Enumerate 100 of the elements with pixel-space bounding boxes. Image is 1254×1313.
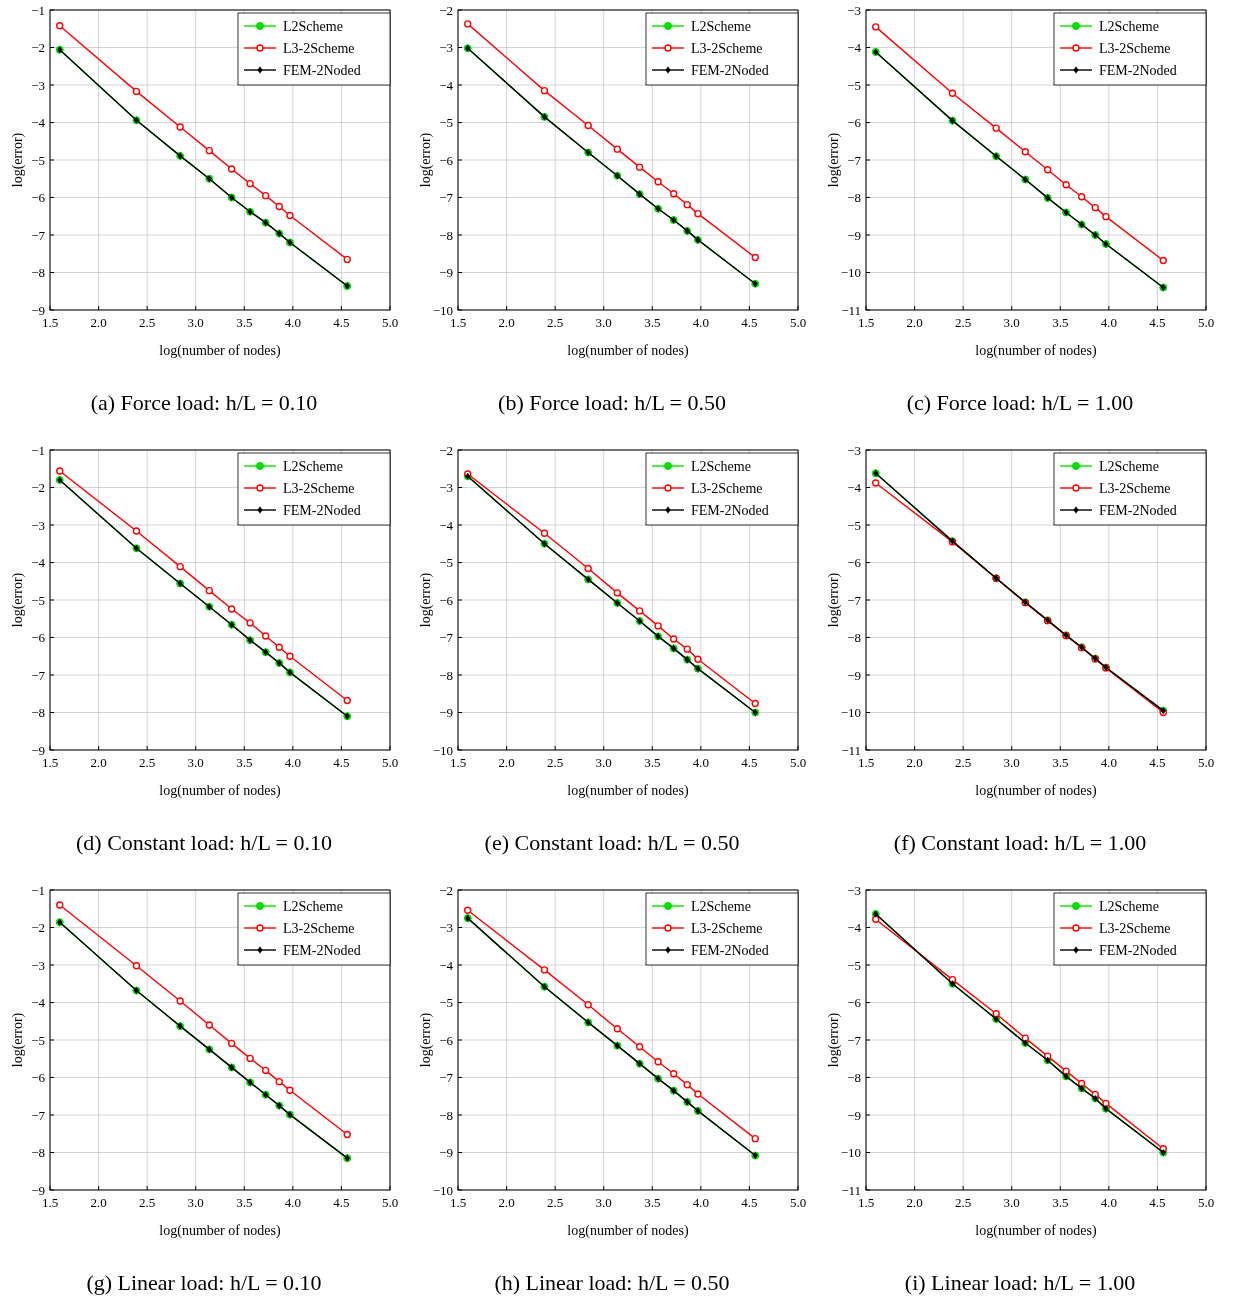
y-tick-label: −5 bbox=[847, 957, 861, 973]
y-axis-title: log(error) bbox=[418, 132, 434, 188]
y-tick-label: −5 bbox=[31, 1032, 45, 1048]
y-tick-label: −4 bbox=[439, 77, 454, 93]
y-tick-label: −10 bbox=[432, 742, 453, 758]
y-tick-label: −5 bbox=[31, 152, 45, 168]
x-tick-label: 3.5 bbox=[1052, 1195, 1069, 1210]
x-tick-label: 2.5 bbox=[547, 755, 564, 770]
legend-label: FEM-2Noded bbox=[283, 503, 361, 518]
y-tick-label: −8 bbox=[31, 705, 45, 720]
y-axis-title: log(error) bbox=[10, 132, 26, 188]
text: (c) Force load: h/L = 1.00 bbox=[906, 390, 1134, 415]
x-tick-label: 1.5 bbox=[857, 755, 875, 770]
y-tick-label: −8 bbox=[31, 265, 45, 280]
y-tick-label: −6 bbox=[439, 592, 454, 608]
x-tick-label: 2.0 bbox=[498, 315, 515, 330]
y-tick-label: −2 bbox=[439, 442, 453, 458]
legend-label: L2Scheme bbox=[691, 459, 751, 474]
x-tick-label: 5.0 bbox=[381, 755, 399, 770]
y-axis-title: log(error) bbox=[10, 572, 26, 628]
y-tick-label: −8 bbox=[847, 630, 861, 645]
y-tick-label: −6 bbox=[847, 555, 862, 570]
y-tick-label: −10 bbox=[840, 705, 861, 720]
x-tick-label: 1.5 bbox=[857, 315, 875, 330]
legend-label: L2Scheme bbox=[1099, 459, 1159, 474]
x-tick-label: 3.5 bbox=[236, 755, 253, 770]
y-tick-label: −10 bbox=[840, 265, 861, 280]
y-tick-label: −6 bbox=[847, 995, 862, 1010]
y-tick-label: −8 bbox=[847, 190, 861, 205]
x-tick-label: 4.0 bbox=[692, 755, 709, 770]
legend-label: L3-2Scheme bbox=[1099, 921, 1171, 936]
y-tick-label: −1 bbox=[31, 2, 45, 18]
y-tick-label: −3 bbox=[847, 882, 861, 898]
text: (a) Force load: h/L = 0.10 bbox=[90, 390, 318, 415]
x-tick-label: 2.5 bbox=[955, 755, 972, 770]
x-tick-label: 3.5 bbox=[236, 1195, 253, 1210]
legend-label: L2Scheme bbox=[283, 899, 343, 914]
x-tick-label: 3.0 bbox=[187, 755, 204, 770]
y-tick-label: −11 bbox=[841, 302, 861, 318]
x-tick-label: 1.5 bbox=[41, 1195, 59, 1210]
y-tick-label: −7 bbox=[31, 227, 46, 243]
x-tick-label: 5.0 bbox=[1197, 755, 1215, 770]
legend-label: FEM-2Noded bbox=[691, 63, 769, 78]
y-tick-label: −4 bbox=[31, 555, 46, 570]
x-tick-label: 4.0 bbox=[284, 755, 301, 770]
y-tick-label: −9 bbox=[439, 1145, 453, 1160]
text: (i) Linear load: h/L = 1.00 bbox=[904, 1270, 1136, 1295]
y-tick-label: −7 bbox=[439, 1070, 454, 1085]
legend-label: L3-2Scheme bbox=[283, 481, 355, 496]
y-tick-label: −7 bbox=[31, 1107, 46, 1123]
x-axis-title: log(number of nodes) bbox=[567, 783, 689, 799]
y-tick-label: −9 bbox=[31, 1182, 45, 1198]
text: (g) Linear load: h/L = 0.10 bbox=[86, 1270, 322, 1295]
y-tick-label: −7 bbox=[847, 1032, 862, 1048]
text: (b) Force load: h/L = 0.50 bbox=[498, 390, 726, 415]
legend-label: FEM-2Noded bbox=[691, 503, 769, 518]
x-tick-label: 3.0 bbox=[1003, 315, 1020, 330]
legend-label: FEM-2Noded bbox=[283, 943, 361, 958]
x-axis-title: log(number of nodes) bbox=[159, 783, 281, 799]
x-tick-label: 5.0 bbox=[789, 755, 807, 770]
y-tick-label: −4 bbox=[31, 995, 46, 1010]
y-tick-label: −9 bbox=[439, 265, 453, 280]
y-tick-label: −3 bbox=[31, 77, 45, 93]
x-tick-label: 5.0 bbox=[1197, 1195, 1215, 1210]
x-tick-label: 4.0 bbox=[692, 315, 709, 330]
y-tick-label: −3 bbox=[847, 442, 861, 458]
x-axis-title: log(number of nodes) bbox=[567, 1223, 689, 1239]
legend-label: L2Scheme bbox=[283, 19, 343, 34]
y-tick-label: −8 bbox=[847, 1070, 861, 1085]
x-tick-label: 4.0 bbox=[1100, 1195, 1117, 1210]
x-tick-label: 4.5 bbox=[333, 1195, 350, 1210]
legend-label: FEM-2Noded bbox=[691, 943, 769, 958]
y-tick-label: −8 bbox=[31, 1145, 45, 1160]
x-tick-label: 3.0 bbox=[1003, 755, 1020, 770]
y-tick-label: −8 bbox=[439, 667, 453, 683]
x-tick-label: 3.5 bbox=[644, 755, 661, 770]
x-tick-label: 3.0 bbox=[595, 315, 612, 330]
y-tick-label: −3 bbox=[31, 957, 45, 973]
text: (e) Constant load: h/L = 0.50 bbox=[484, 830, 740, 855]
y-tick-label: −3 bbox=[439, 480, 453, 495]
y-axis-title: log(error) bbox=[826, 132, 842, 188]
x-axis-title: log(number of nodes) bbox=[975, 783, 1097, 799]
y-tick-label: −8 bbox=[439, 1107, 453, 1123]
x-tick-label: 3.5 bbox=[644, 1195, 661, 1210]
y-tick-label: −3 bbox=[847, 2, 861, 18]
text: (f) Constant load: h/L = 1.00 bbox=[893, 830, 1147, 855]
x-axis-title: log(number of nodes) bbox=[975, 1223, 1097, 1239]
x-tick-label: 1.5 bbox=[41, 755, 59, 770]
y-tick-label: −7 bbox=[847, 592, 862, 608]
x-tick-label: 2.5 bbox=[139, 1195, 156, 1210]
y-tick-label: −9 bbox=[847, 227, 861, 243]
legend-label: FEM-2Noded bbox=[1099, 503, 1177, 518]
x-tick-label: 2.5 bbox=[139, 315, 156, 330]
legend-label: L2Scheme bbox=[1099, 19, 1159, 34]
x-tick-label: 3.5 bbox=[236, 315, 253, 330]
y-tick-label: −4 bbox=[31, 115, 46, 130]
x-tick-label: 1.5 bbox=[449, 755, 467, 770]
x-axis-title: log(number of nodes) bbox=[159, 1223, 281, 1239]
x-tick-label: 3.5 bbox=[1052, 755, 1069, 770]
y-tick-label: −9 bbox=[31, 302, 45, 318]
